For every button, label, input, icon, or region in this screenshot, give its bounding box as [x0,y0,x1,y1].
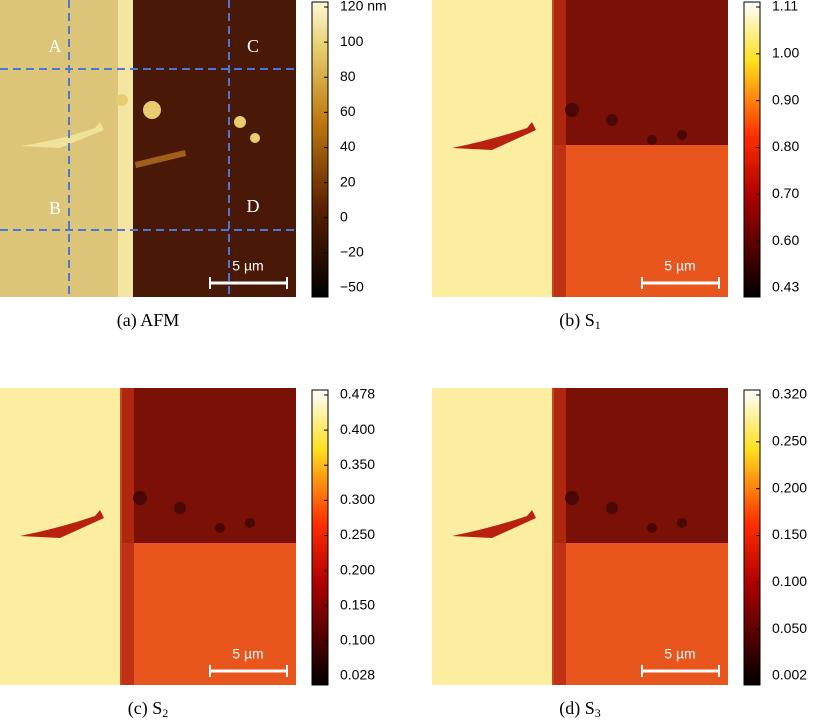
substrate-right-upper [554,0,728,145]
flake [20,122,104,148]
colorbar-tick-label: 0.320 [772,386,807,402]
particle [174,502,186,514]
region-label: C [247,36,259,56]
flake [452,122,536,150]
substrate-right [133,0,296,297]
substrate-left [0,0,120,297]
panel: 5 µm 1.11 1.00 0.90 0.80 0.70 0.60 0.43 (b) S1 [432,0,799,332]
particle [565,491,579,505]
panel: 5 µm 0.478 0.400 0.350 0.300 0.250 0.200 0.150 0… [0,386,375,720]
colorbar [743,389,761,686]
colorbar-tick-label: 100 [340,33,364,49]
colorbar-tick-label: 0.478 [340,386,375,402]
colorbar-tick-label: 0.100 [772,573,807,589]
substrate-right-lower [122,543,296,685]
caption-text: (a) AFM [117,310,180,331]
caption: (b) S1 [559,310,601,332]
image: 5 µm [432,388,728,685]
panel: 5 µm 0.320 0.250 0.200 0.150 0.100 0.050 0.002 (… [432,386,807,720]
substrate-right-lower [554,543,728,685]
colorbar-tick-label: 120 nm [340,0,387,14]
particle [116,94,128,106]
caption-subscript: 3 [595,706,601,720]
colorbar-tick-label: 0.100 [340,632,375,648]
substrate-right-lower [554,145,728,297]
caption: (c) S2 [128,698,169,720]
particle [565,103,579,117]
colorbar-tick-label: 0.400 [340,421,375,437]
particle [250,133,260,143]
colorbar-tick-label: −50 [340,279,364,295]
region-label: B [49,198,61,218]
edge-stripe [552,388,566,685]
caption-text: (b) S [559,310,595,331]
colorbar-tick-label: 0.050 [772,620,807,636]
scale-bar-label: 5 µm [232,646,263,662]
colorbar-tick-label: 0.250 [340,526,375,542]
caption-subscript: 1 [595,318,601,332]
colorbar-tick-label: 60 [340,103,356,119]
edge-stripe [120,388,134,685]
image: 5 µm [0,388,296,685]
edge-stripe [118,0,133,297]
caption-text: (c) S [128,698,163,719]
edge-stripe [552,0,566,297]
particle [677,130,687,140]
substrate-right-upper [122,388,296,543]
image: 5 µm [432,0,728,297]
particle [647,135,657,145]
particle [143,101,161,119]
colorbar-tick-label: 40 [340,138,356,154]
colorbar-tick-label: 0.250 [772,433,807,449]
colorbar [311,1,329,298]
colorbar-tick-label: 0.43 [772,279,799,295]
particle [647,523,657,533]
colorbar-tick-label: 0.002 [772,667,807,683]
colorbar [743,1,761,298]
particle [133,491,147,505]
particle [677,518,687,528]
colorbar-tick-label: 1.00 [772,45,799,61]
colorbar-tick-label: 80 [340,68,356,84]
colorbar-tick-label: 0.90 [772,91,799,107]
colorbar [311,389,329,686]
colorbar-tick-label: 0.200 [772,479,807,495]
colorbar-tick-label: 0.350 [340,456,375,472]
particle [234,116,246,128]
flake [452,510,536,538]
colorbar-tick-label: 0.150 [772,526,807,542]
colorbar-tick-label: 20 [340,173,356,189]
caption-text: (d) S [559,698,595,719]
scale-bar-label: 5 µm [664,646,695,662]
colorbar-tick-label: 0.150 [340,596,375,612]
flake [135,150,186,168]
colorbar-tick-label: 0.80 [772,138,799,154]
substrate-right-upper [554,388,728,543]
colorbar-tick-label: 0.200 [340,561,375,577]
colorbar-tick-label: 0.60 [772,232,799,248]
colorbar-tick-label: 0 [340,208,348,224]
particle [245,518,255,528]
colorbar-tick-label: 0.300 [340,491,375,507]
scale-bar-label: 5 µm [232,258,263,274]
caption-subscript: 2 [162,706,168,720]
particle [606,114,618,126]
region-label: A [49,36,62,56]
colorbar-tick-label: −20 [340,244,364,260]
flake [20,510,104,538]
colorbar-tick-label: 1.11 [772,0,798,14]
colorbar-tick-label: 0.028 [340,667,375,683]
panel: A C B D 5 µm 120 nm 100 80 60 40 20 0 −20 −50 (a) AFM [0,0,387,331]
image: A C B D 5 µm [0,0,296,297]
caption: (d) S3 [559,698,601,720]
particle [606,502,618,514]
colorbar-tick-label: 0.70 [772,185,799,201]
region-label: D [247,196,260,216]
particle [215,523,225,533]
scale-bar-label: 5 µm [664,258,695,274]
caption: (a) AFM [117,310,180,331]
